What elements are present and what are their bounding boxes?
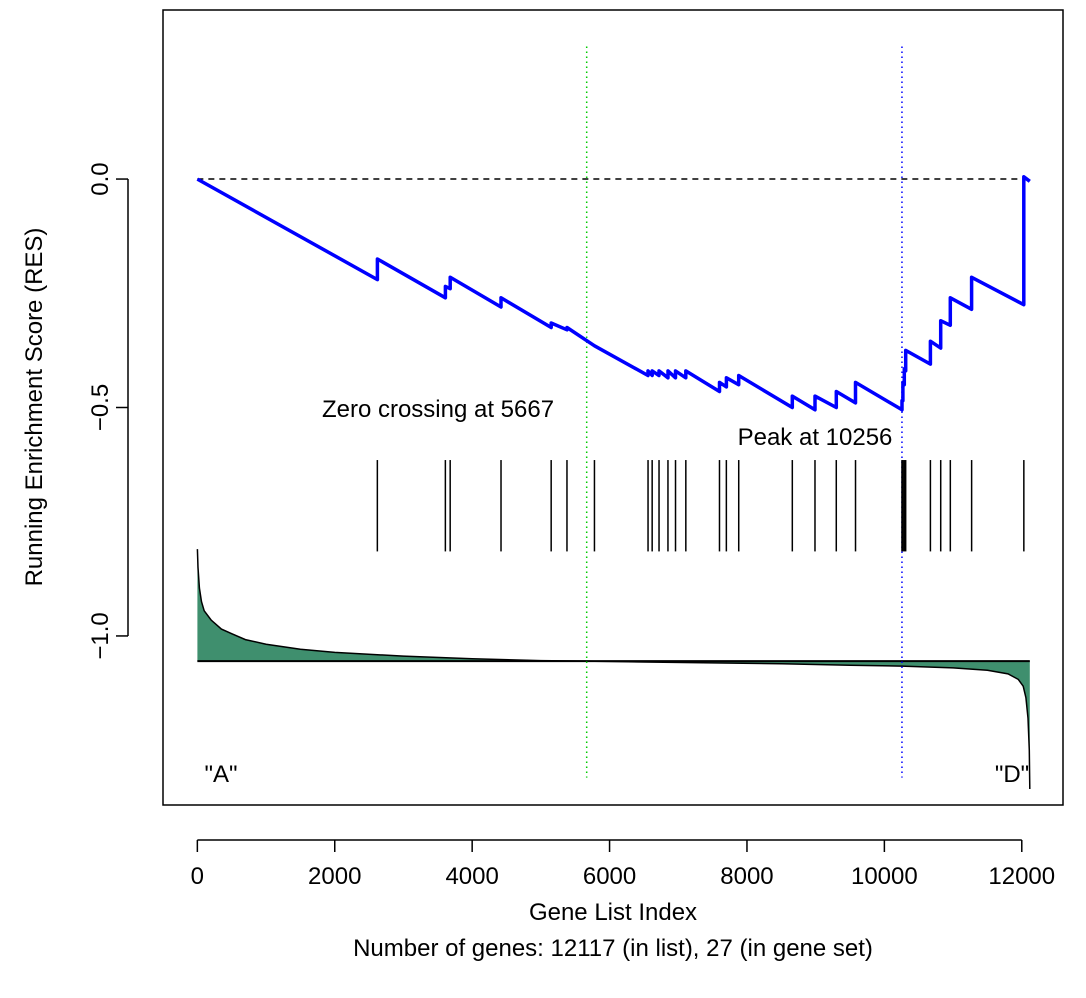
x-tick-label: 2000: [308, 863, 361, 890]
peak-label: Peak at 10256: [738, 424, 893, 451]
x-tick-label: 6000: [583, 863, 636, 890]
zero-crossing-label: Zero crossing at 5667: [322, 396, 554, 423]
axes-layer: 0 2000 4000 6000 8000 10000 12000 0.0 −0.5 −1.0: [87, 162, 1055, 890]
running-es-line: [196, 175, 1031, 412]
y-axis-title: Running Enrichment Score (RES): [21, 228, 48, 587]
x-tick-label: 10000: [851, 863, 918, 890]
reference-layer: [197, 46, 1030, 778]
plot-frame: [162, 9, 1064, 806]
x-tick-label: 0: [191, 863, 204, 890]
running-es-layer: [196, 175, 1031, 412]
y-tick-label: 0.0: [87, 162, 114, 195]
y-tick-label: −1.0: [87, 612, 114, 659]
x-tick-label: 12000: [988, 863, 1055, 890]
gene-hit-layer: [376, 460, 1025, 552]
corner-label-left: "A": [204, 761, 237, 788]
ranked-metric-layer: [196, 549, 1031, 790]
x-tick-label: 8000: [720, 863, 773, 890]
y-tick-label: −0.5: [87, 384, 114, 431]
x-axis-subtitle: Number of genes: 12117 (in list), 27 (in…: [353, 935, 873, 962]
corner-label-right: "D": [995, 761, 1029, 788]
x-axis-title: Gene List Index: [529, 899, 697, 926]
x-tick-label: 4000: [445, 863, 498, 890]
